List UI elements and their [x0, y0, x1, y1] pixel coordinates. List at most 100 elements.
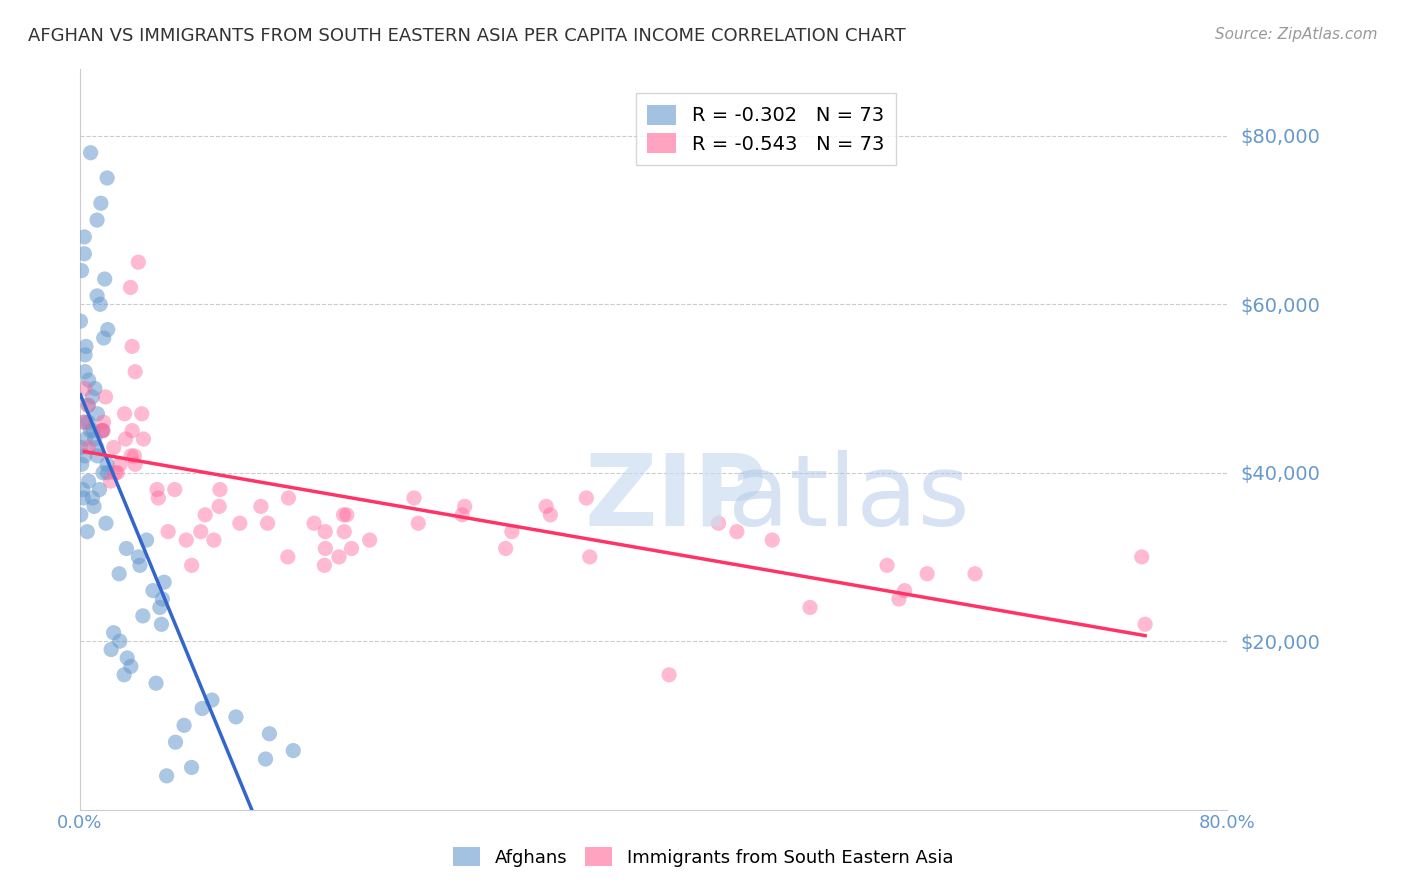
Point	[799, 600, 821, 615]
Point	[97, 322, 120, 336]
Point	[115, 651, 138, 665]
Point	[707, 516, 730, 531]
Text: atlas: atlas	[727, 450, 969, 547]
Point	[70, 458, 93, 472]
Point	[120, 280, 142, 294]
Point	[72, 483, 94, 497]
Point	[135, 533, 157, 547]
Point	[131, 407, 153, 421]
Point	[893, 583, 915, 598]
Point	[75, 348, 97, 362]
Point	[336, 508, 359, 522]
Point	[73, 247, 96, 261]
Point	[124, 458, 146, 472]
Point	[314, 541, 336, 556]
Point	[108, 634, 131, 648]
Point	[89, 297, 111, 311]
Point	[129, 558, 152, 573]
Point	[73, 449, 96, 463]
Point	[93, 415, 115, 429]
Point	[1130, 549, 1153, 564]
Point	[887, 592, 910, 607]
Point	[73, 230, 96, 244]
Point	[173, 718, 195, 732]
Point	[127, 549, 149, 564]
Point	[145, 676, 167, 690]
Point	[314, 524, 336, 539]
Point	[96, 466, 118, 480]
Point	[149, 600, 172, 615]
Point	[127, 255, 149, 269]
Point	[82, 424, 104, 438]
Point	[534, 500, 557, 514]
Point	[114, 407, 136, 421]
Point	[124, 449, 146, 463]
Point	[77, 441, 100, 455]
Point	[150, 617, 173, 632]
Point	[157, 524, 180, 539]
Point	[75, 432, 97, 446]
Point	[94, 516, 117, 531]
Point	[190, 524, 212, 539]
Point	[103, 441, 125, 455]
Point	[96, 458, 118, 472]
Point	[229, 516, 252, 531]
Point	[100, 474, 122, 488]
Point	[277, 549, 299, 564]
Point	[155, 769, 177, 783]
Point	[70, 263, 93, 277]
Point	[538, 508, 561, 522]
Point	[86, 407, 108, 421]
Point	[202, 533, 225, 547]
Point	[73, 415, 96, 429]
Text: AFGHAN VS IMMIGRANTS FROM SOUTH EASTERN ASIA PER CAPITA INCOME CORRELATION CHART: AFGHAN VS IMMIGRANTS FROM SOUTH EASTERN …	[28, 27, 905, 45]
Point	[89, 483, 111, 497]
Point	[114, 432, 136, 446]
Point	[75, 339, 97, 353]
Point	[93, 272, 115, 286]
Point	[96, 171, 118, 186]
Point	[90, 196, 112, 211]
Point	[725, 524, 748, 539]
Point	[77, 398, 100, 412]
Point	[402, 491, 425, 505]
Point	[108, 458, 131, 472]
Point	[451, 508, 474, 522]
Point	[501, 524, 523, 539]
Point	[105, 466, 128, 480]
Point	[120, 449, 142, 463]
Point	[86, 441, 108, 455]
Point	[575, 491, 598, 505]
Point	[495, 541, 517, 556]
Point	[302, 516, 325, 531]
Point	[93, 331, 115, 345]
Point	[100, 642, 122, 657]
Point	[120, 659, 142, 673]
Point	[208, 483, 231, 497]
Point	[82, 491, 104, 505]
Point	[194, 508, 217, 522]
Point	[91, 424, 114, 438]
Point	[121, 424, 143, 438]
Legend: Afghans, Immigrants from South Eastern Asia: Afghans, Immigrants from South Eastern A…	[446, 840, 960, 874]
Point	[77, 373, 100, 387]
Point	[225, 710, 247, 724]
Point	[75, 365, 97, 379]
Point	[963, 566, 986, 581]
Point	[328, 549, 350, 564]
Point	[115, 541, 138, 556]
Point	[83, 432, 105, 446]
Point	[132, 432, 155, 446]
Point	[70, 508, 93, 522]
Point	[121, 339, 143, 353]
Point	[77, 474, 100, 488]
Point	[82, 390, 104, 404]
Point	[70, 441, 93, 455]
Point	[1133, 617, 1156, 632]
Point	[406, 516, 429, 531]
Point	[915, 566, 938, 581]
Point	[174, 533, 197, 547]
Point	[152, 592, 174, 607]
Point	[86, 289, 108, 303]
Point	[77, 398, 100, 412]
